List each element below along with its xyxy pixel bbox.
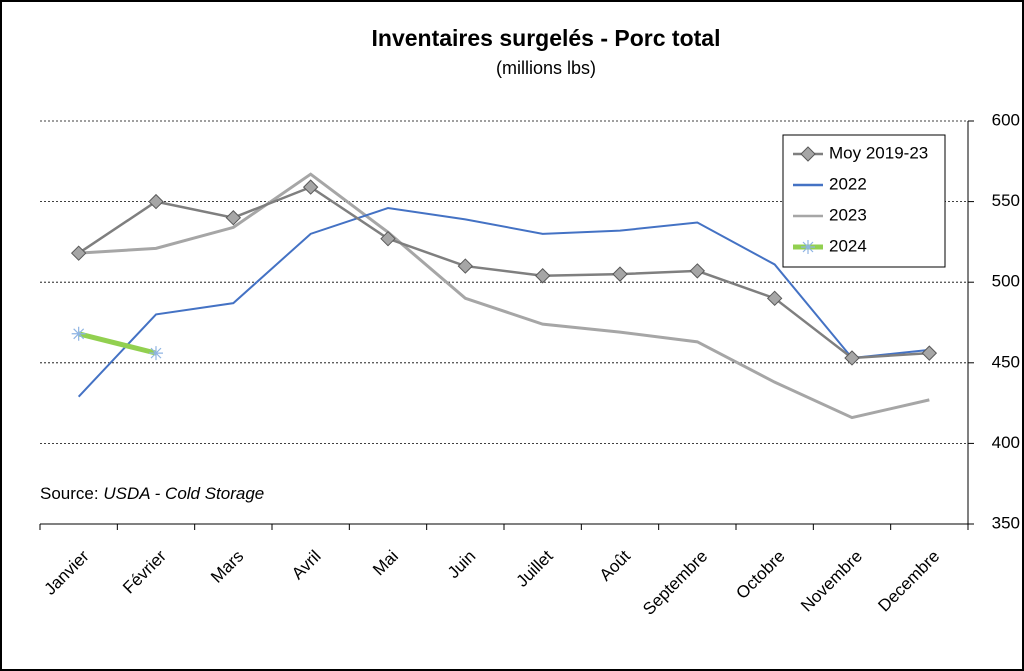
marker [71,326,86,341]
marker [801,240,815,254]
legend-label: Moy 2019-23 [829,143,928,162]
marker [149,346,163,361]
marker [302,179,319,195]
series-line [77,185,930,360]
y-tick-label: 450 [992,352,1020,371]
marker [457,258,474,274]
legend-label: 2022 [829,174,867,193]
y-tick-label: 400 [992,433,1020,452]
legend-label: 2024 [829,236,867,255]
y-tick-label: 500 [992,272,1020,291]
series-line [78,172,930,420]
marker [534,268,551,284]
y-tick-label: 350 [992,513,1020,532]
source-name: USDA - Cold Storage [103,484,264,503]
marker [766,290,783,307]
chart-title: Inventaires surgelés - Porc total [372,25,721,51]
chart-subtitle: (millions lbs) [496,58,596,78]
marker [800,146,816,162]
y-tick-label: 600 [992,110,1020,129]
series-line [77,207,930,398]
marker [225,210,242,226]
source-label: Source: [40,484,99,503]
marker [148,193,164,210]
legend-label: 2023 [829,205,867,224]
marker [612,266,628,282]
marker [844,350,860,366]
marker [921,345,938,361]
series-line [78,331,157,356]
marker [380,230,396,247]
y-tick-label: 550 [992,191,1020,210]
source: Source: USDA - Cold Storage [40,484,264,503]
marker [70,245,87,261]
marker [689,263,706,279]
